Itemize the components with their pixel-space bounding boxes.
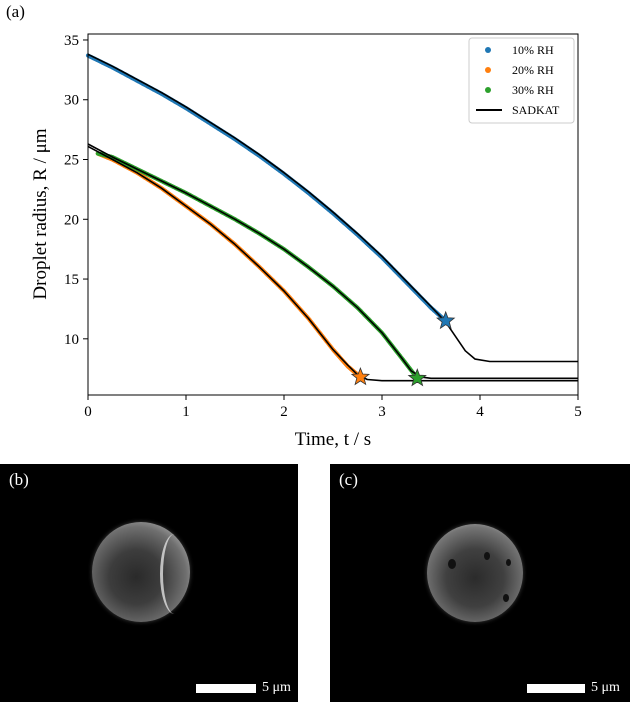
radius-vs-time-chart: 0 1 2 3 4 5 10 15 20 25 30 35 Time, t / s Droplet r… (30, 33, 582, 450)
sem-image-c: (c) 5 μm (330, 464, 630, 702)
series-0 (85, 53, 448, 323)
legend-swatch (485, 87, 491, 93)
star-marker (407, 368, 427, 387)
particle-pore-icon (503, 594, 509, 602)
y-tick-label: 30 (64, 93, 79, 109)
particle-pore-icon (506, 559, 511, 566)
panel-label-b: (b) (9, 470, 29, 489)
y-tick-label: 35 (64, 33, 79, 49)
legend-swatch (485, 67, 491, 73)
plot-frame (87, 33, 579, 396)
series-1 (95, 151, 362, 379)
panel-label-c: (c) (339, 470, 358, 489)
scale-bar-label: 5 μm (262, 680, 291, 695)
x-tick-label: 0 (84, 404, 92, 420)
x-tick-label: 1 (182, 404, 190, 420)
y-tick-label: 10 (64, 332, 79, 348)
particle-pore-icon (484, 552, 490, 560)
y-tick-label: 25 (64, 153, 79, 169)
star-marker (436, 310, 456, 330)
particle-fold-icon (160, 534, 189, 614)
y-tick-label: 20 (64, 212, 79, 228)
scale-bar (527, 684, 585, 693)
legend: 10% RH 20% RH 30% RH SADKAT (468, 37, 575, 124)
x-tick-label: 2 (280, 404, 288, 420)
scale-bar-label: 5 μm (591, 680, 620, 695)
x-tick-label: 3 (378, 404, 386, 420)
legend-swatch (485, 47, 491, 53)
legend-label: 30% RH (512, 83, 554, 97)
sem-image-b: (b) 5 μm (0, 464, 298, 702)
legend-label: 20% RH (512, 63, 554, 77)
legend-label: 10% RH (512, 43, 554, 57)
particle-pore-icon (448, 559, 456, 569)
model-line-5 (87, 143, 578, 380)
y-axis-label: Droplet radius, R / μm (30, 128, 51, 299)
panel-label-a: (a) (6, 2, 25, 21)
scale-bar (196, 684, 256, 693)
x-axis-label: Time, t / s (295, 429, 371, 450)
model-line-3 (87, 53, 578, 363)
x-tick-label: 4 (476, 404, 484, 420)
y-tick-label: 15 (64, 272, 79, 288)
star-marker (350, 366, 371, 386)
legend-label: SADKAT (512, 103, 560, 117)
particle-icon (427, 524, 523, 622)
x-tick-label: 5 (574, 404, 582, 420)
